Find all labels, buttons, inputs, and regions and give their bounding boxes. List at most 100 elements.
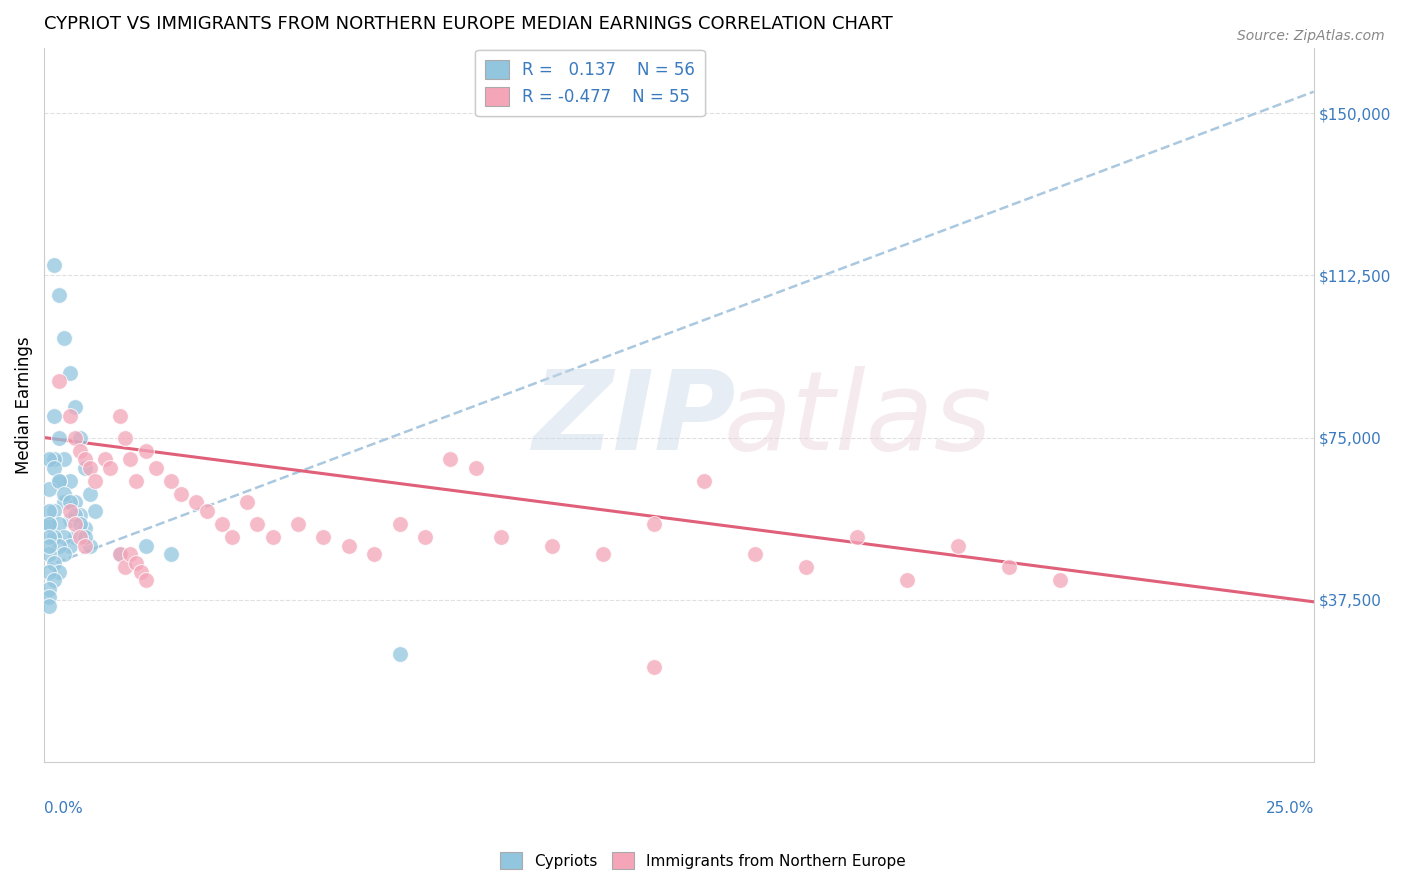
Point <box>489 530 512 544</box>
Point <box>44 452 66 467</box>
Point <box>38 547 60 561</box>
Point <box>63 516 86 531</box>
Point <box>53 452 76 467</box>
Point <box>312 530 335 544</box>
Point <box>110 547 132 561</box>
Point <box>38 530 60 544</box>
Point <box>79 539 101 553</box>
Point <box>38 599 60 614</box>
Point <box>44 573 66 587</box>
Point <box>58 474 80 488</box>
Point <box>363 547 385 561</box>
Point <box>83 504 105 518</box>
Point <box>693 474 716 488</box>
Point <box>643 516 665 531</box>
Point <box>464 460 486 475</box>
Point <box>845 530 868 544</box>
Point <box>38 516 60 531</box>
Point <box>160 547 183 561</box>
Point <box>63 530 86 544</box>
Text: 25.0%: 25.0% <box>1265 801 1313 816</box>
Point <box>58 513 80 527</box>
Point <box>195 504 218 518</box>
Point <box>236 495 259 509</box>
Text: 0.0%: 0.0% <box>44 801 83 816</box>
Point <box>287 516 309 531</box>
Text: atlas: atlas <box>723 366 993 473</box>
Y-axis label: Median Earnings: Median Earnings <box>15 336 32 474</box>
Point <box>948 539 970 553</box>
Point <box>114 431 136 445</box>
Point <box>58 366 80 380</box>
Point <box>439 452 461 467</box>
Point <box>98 460 121 475</box>
Point <box>413 530 436 544</box>
Point <box>58 504 80 518</box>
Point <box>48 474 70 488</box>
Point <box>38 582 60 596</box>
Point <box>73 530 96 544</box>
Point <box>160 474 183 488</box>
Point <box>44 530 66 544</box>
Point <box>896 573 918 587</box>
Point <box>38 516 60 531</box>
Text: Source: ZipAtlas.com: Source: ZipAtlas.com <box>1237 29 1385 43</box>
Point <box>643 659 665 673</box>
Point <box>110 547 132 561</box>
Point <box>114 560 136 574</box>
Point <box>388 647 411 661</box>
Point <box>63 431 86 445</box>
Legend: Cypriots, Immigrants from Northern Europe: Cypriots, Immigrants from Northern Europ… <box>494 846 912 875</box>
Point <box>38 483 60 497</box>
Point <box>145 460 167 475</box>
Point <box>44 504 66 518</box>
Point <box>135 539 157 553</box>
Point <box>63 508 86 523</box>
Point <box>94 452 117 467</box>
Point <box>69 516 91 531</box>
Point <box>73 452 96 467</box>
Point <box>38 504 60 518</box>
Text: CYPRIOT VS IMMIGRANTS FROM NORTHERN EUROPE MEDIAN EARNINGS CORRELATION CHART: CYPRIOT VS IMMIGRANTS FROM NORTHERN EURO… <box>44 15 893 33</box>
Point <box>69 443 91 458</box>
Point <box>541 539 564 553</box>
Point <box>794 560 817 574</box>
Point <box>53 487 76 501</box>
Point <box>48 474 70 488</box>
Point <box>83 474 105 488</box>
Point <box>262 530 284 544</box>
Point <box>120 452 142 467</box>
Point <box>186 495 208 509</box>
Point <box>38 565 60 579</box>
Point <box>110 409 132 423</box>
Point <box>221 530 243 544</box>
Point <box>44 556 66 570</box>
Point <box>53 547 76 561</box>
Point <box>38 591 60 605</box>
Point <box>120 547 142 561</box>
Point <box>998 560 1021 574</box>
Point <box>48 431 70 445</box>
Point <box>58 539 80 553</box>
Point <box>44 258 66 272</box>
Point <box>69 431 91 445</box>
Point <box>48 516 70 531</box>
Point <box>69 530 91 544</box>
Point <box>53 331 76 345</box>
Point <box>38 539 60 553</box>
Point <box>63 495 86 509</box>
Point <box>73 460 96 475</box>
Text: ZIP: ZIP <box>533 366 737 473</box>
Point <box>592 547 614 561</box>
Point <box>79 487 101 501</box>
Point <box>69 508 91 523</box>
Point <box>73 539 96 553</box>
Point <box>58 409 80 423</box>
Point <box>48 539 70 553</box>
Point <box>38 452 60 467</box>
Point <box>211 516 233 531</box>
Point <box>53 495 76 509</box>
Point <box>44 460 66 475</box>
Point <box>337 539 360 553</box>
Point <box>48 375 70 389</box>
